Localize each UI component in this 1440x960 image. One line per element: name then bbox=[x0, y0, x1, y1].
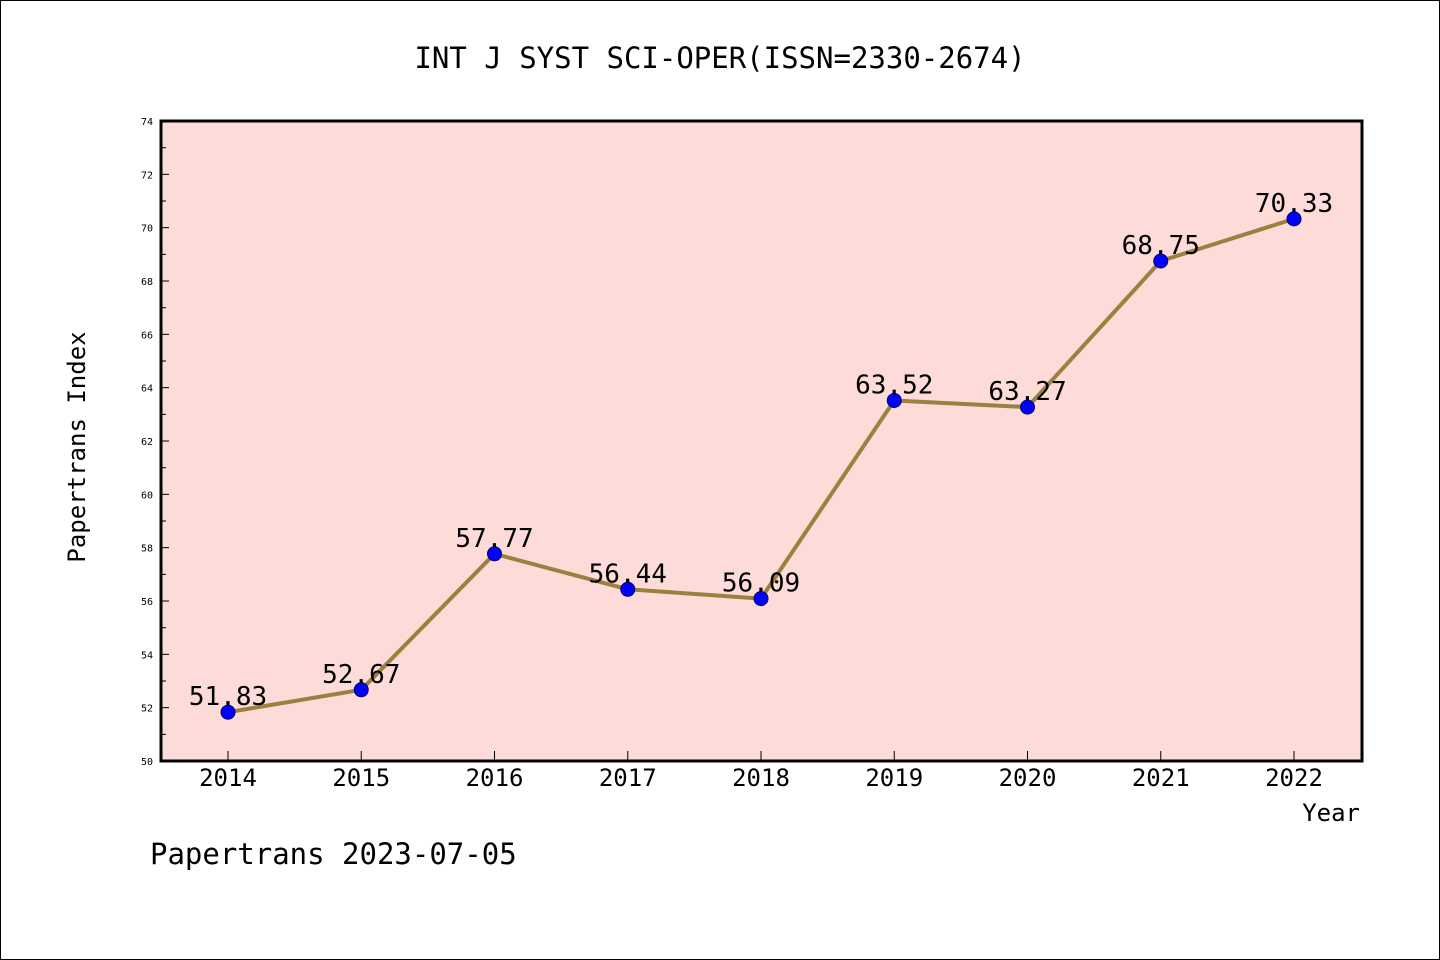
data-point bbox=[487, 546, 502, 562]
data-label: 52.67 bbox=[322, 660, 400, 690]
data-point bbox=[220, 704, 236, 720]
x-tick-label: 2016 bbox=[466, 764, 524, 792]
x-tick-label: 2015 bbox=[332, 764, 390, 792]
y-tick-label: 54 bbox=[141, 650, 153, 661]
data-label: 70.33 bbox=[1255, 189, 1333, 219]
y-tick-label: 62 bbox=[141, 437, 153, 448]
plot-area bbox=[161, 121, 1362, 761]
data-label: 68.75 bbox=[1122, 231, 1200, 261]
data-point bbox=[1020, 399, 1035, 415]
data-label: 63.52 bbox=[855, 370, 933, 400]
data-point bbox=[753, 591, 769, 607]
data-label: 57.77 bbox=[455, 524, 533, 554]
y-tick-label: 68 bbox=[141, 277, 153, 288]
footer-credit: Papertrans 2023-07-05 bbox=[150, 837, 517, 871]
x-tick-label: 2014 bbox=[199, 764, 257, 792]
y-tick-label: 74 bbox=[141, 117, 153, 128]
y-tick-label: 56 bbox=[141, 597, 153, 608]
y-tick-label: 64 bbox=[141, 384, 153, 395]
data-labels: 51.83 52.67 57.77 56.44 56.09 63.52 63.27 68.75… bbox=[189, 189, 1333, 712]
data-point bbox=[620, 581, 636, 597]
x-tick-label: 2018 bbox=[732, 764, 790, 792]
x-tick-label: 2019 bbox=[865, 764, 923, 792]
y-tick-label: 70 bbox=[141, 224, 153, 235]
y-axis-label: Papertrans Index bbox=[63, 331, 91, 562]
y-tick-label: 72 bbox=[141, 170, 153, 181]
plot-border bbox=[159, 119, 1364, 763]
data-point bbox=[886, 392, 902, 408]
x-tick-label: 2022 bbox=[1265, 764, 1323, 792]
x-tick-label: 2020 bbox=[999, 764, 1057, 792]
data-label: 51.83 bbox=[189, 682, 267, 712]
data-point bbox=[1286, 211, 1302, 227]
y-tick-label: 52 bbox=[141, 704, 153, 715]
data-point bbox=[353, 682, 369, 698]
data-label: 63.27 bbox=[988, 377, 1066, 407]
data-label: 56.44 bbox=[589, 559, 667, 589]
x-tick-label: 2021 bbox=[1132, 764, 1190, 792]
series-markers bbox=[220, 211, 1302, 720]
data-point bbox=[1153, 253, 1169, 269]
data-label: 56.09 bbox=[722, 569, 800, 599]
x-axis-label: Year bbox=[1302, 799, 1360, 827]
y-tick-label: 66 bbox=[141, 330, 153, 341]
y-tick-label: 50 bbox=[141, 757, 153, 768]
y-tick-label: 58 bbox=[141, 544, 153, 555]
x-tick-label: 2017 bbox=[599, 764, 657, 792]
x-axis: 2014 2015 2016 2017 2018 2019 2020 2021 2022 bbox=[199, 751, 1323, 792]
y-tick-label: 60 bbox=[141, 490, 153, 501]
chart-title: INT J SYST SCI-OPER(ISSN=2330-2674) bbox=[414, 41, 1025, 75]
